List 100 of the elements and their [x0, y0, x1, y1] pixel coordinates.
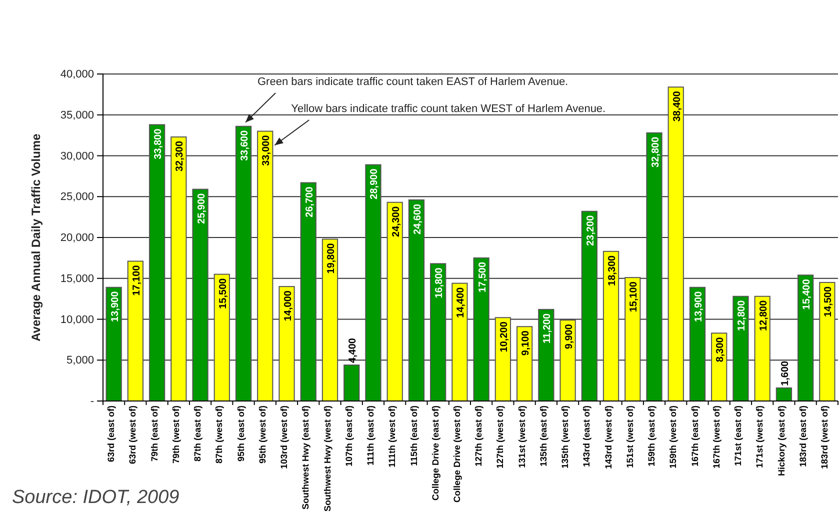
- bar: [494, 317, 511, 402]
- data-label: 12,800: [758, 300, 770, 331]
- bar: [452, 282, 468, 402]
- data-label: 9,100: [520, 330, 532, 356]
- bar: [148, 124, 166, 402]
- y-axis-title: Average Annual Daily Traffic Volume: [29, 133, 43, 342]
- x-tick-label: 63rd (east of): [106, 406, 116, 462]
- bar: [408, 199, 425, 402]
- x-tick-label: 143rd (west of): [603, 406, 614, 470]
- data-label: 24,300: [390, 206, 402, 237]
- bar: [257, 130, 274, 402]
- bar: [235, 126, 252, 402]
- data-label: 25,900: [196, 192, 208, 224]
- x-tick-label: Hickory (east of): [776, 406, 786, 476]
- bar: [344, 364, 360, 402]
- y-tick-label: 15,000: [60, 272, 94, 285]
- x-tick-label: 167th (east of): [690, 406, 700, 467]
- x-tick-label: 183rd (east of): [798, 406, 808, 468]
- x-tick-label: 87th (west of): [214, 406, 224, 464]
- bar: [646, 132, 662, 402]
- x-tick-label: College Drive (west of): [452, 406, 462, 503]
- x-tick-label: 159th (west of): [668, 406, 678, 469]
- y-tick-label: 35,000: [60, 109, 94, 122]
- x-tick-label: 95th (east of): [236, 406, 246, 462]
- data-label: 12,800: [736, 300, 748, 331]
- x-tick-label: 131st (west of): [516, 406, 527, 468]
- data-label: 14,400: [456, 286, 467, 318]
- bar: [473, 257, 490, 402]
- bar: [732, 296, 749, 402]
- x-tick-label: 183rd (west of): [819, 406, 830, 470]
- bar: [170, 136, 187, 402]
- data-label: 10,200: [498, 321, 510, 352]
- x-tick-label: 171st (west of): [754, 406, 765, 468]
- y-tick-label: 30,000: [60, 150, 94, 162]
- data-label: 15,400: [802, 278, 813, 310]
- data-label: 11,200: [542, 313, 554, 344]
- data-label: 17,100: [131, 264, 142, 296]
- data-label: 16,800: [434, 267, 446, 298]
- data-label: 15,100: [628, 281, 640, 312]
- bar: [798, 274, 814, 402]
- x-tick-label: Southwest Hwy (west of): [322, 406, 332, 512]
- data-label: 24,600: [412, 203, 424, 234]
- bar: [624, 277, 641, 402]
- x-tick-label: College Drive (east of): [430, 406, 440, 501]
- x-tick-label: 63rd (west of): [128, 406, 138, 464]
- data-label: 38,400: [672, 90, 683, 122]
- y-tick-label: 40,000: [60, 68, 94, 81]
- data-label: 13,900: [693, 290, 704, 322]
- bar: [819, 282, 836, 402]
- bar: [322, 238, 338, 402]
- bar: [602, 250, 620, 402]
- bar: [689, 286, 706, 402]
- bar: [776, 387, 792, 402]
- bar: [711, 332, 728, 402]
- data-label: 18,300: [607, 254, 618, 286]
- x-tick-label: 79th (east of): [149, 406, 160, 462]
- bar: [430, 263, 446, 402]
- data-label: 28,900: [369, 168, 380, 200]
- y-tick-label: 10,000: [60, 314, 94, 326]
- data-label: 17,500: [477, 262, 488, 293]
- x-tick-label: Southwest Hwy (east of): [300, 406, 311, 510]
- data-label: 19,800: [326, 242, 337, 274]
- bar: [300, 182, 316, 402]
- x-tick-label: 159th (east of): [646, 406, 657, 467]
- data-label: 4,400: [348, 338, 359, 364]
- x-tick-label: 115th (east of): [408, 406, 419, 466]
- data-label: 33,800: [153, 128, 164, 160]
- y-tick-label: 20,000: [60, 232, 94, 244]
- x-tick-label: 143rd (east of): [582, 406, 592, 468]
- x-tick-label: 167th (west of): [711, 406, 722, 469]
- annotation: Green bars indicate traffic count taken EAST of Harlem Avenue.: [258, 76, 568, 88]
- data-label: 8,300: [715, 336, 726, 362]
- x-tick-label: 127th (west of): [495, 406, 506, 469]
- bar: [581, 210, 598, 402]
- x-tick-label: 103rd (west of): [279, 406, 290, 470]
- bar: [560, 320, 576, 402]
- data-label: 1,600: [780, 360, 791, 386]
- source-note: Source: IDOT, 2009: [12, 487, 180, 508]
- bar: [278, 286, 295, 402]
- x-tick-label: 171st (east of): [733, 406, 744, 466]
- bar: [192, 188, 208, 402]
- data-label: 33,000: [261, 134, 272, 166]
- y-tick-label: 25,000: [60, 191, 94, 204]
- data-label: 13,900: [110, 290, 121, 322]
- data-label: 32,300: [174, 140, 186, 172]
- x-tick-label: 135th (east of): [538, 406, 548, 467]
- x-tick-label: 107th (east of): [344, 406, 354, 467]
- bar: [127, 260, 144, 402]
- x-tick-label: 135th (west of): [560, 406, 570, 469]
- x-tick-label: 87th (east of): [192, 406, 203, 462]
- bar: [516, 326, 533, 402]
- x-tick-label: 111th (west of): [387, 405, 398, 468]
- x-tick-label: 79th (west of): [170, 406, 181, 464]
- bar: [386, 202, 403, 402]
- bar: [365, 164, 382, 402]
- bar: [538, 308, 554, 402]
- x-tick-label: 127th (east of): [474, 406, 484, 467]
- x-tick-label: 151st (west of): [624, 406, 635, 468]
- x-tick-label: 111th (east of): [366, 406, 376, 466]
- data-label: 33,600: [240, 130, 251, 161]
